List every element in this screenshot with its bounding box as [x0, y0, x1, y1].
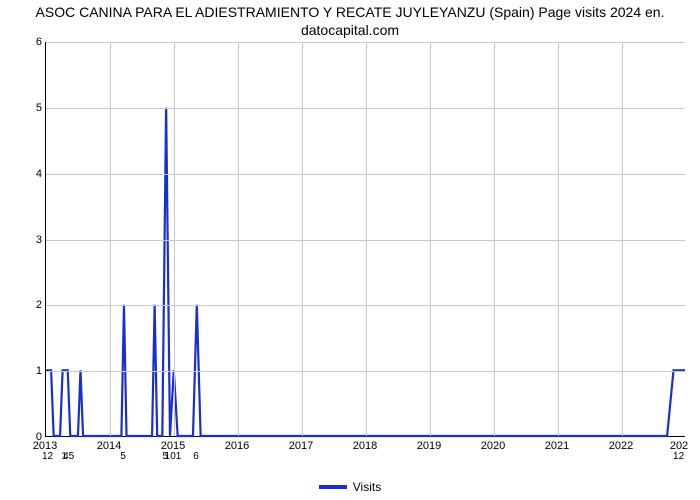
gridline-v: [174, 42, 175, 436]
gridline-v: [302, 42, 303, 436]
xtick-label: 2018: [353, 440, 377, 452]
xtick-label: 2022: [609, 440, 633, 452]
gridline-v: [622, 42, 623, 436]
ytick-label: 4: [12, 168, 42, 180]
legend-label: Visits: [353, 480, 381, 494]
gridline-v: [430, 42, 431, 436]
data-label: 6: [193, 451, 199, 462]
data-label: 5: [120, 451, 126, 462]
chart-title: ASOC CANINA PARA EL ADIESTRAMIENTO Y REC…: [0, 4, 700, 39]
ytick-label: 6: [12, 36, 42, 48]
data-label: 12: [42, 451, 53, 462]
xtick-label: 2019: [417, 440, 441, 452]
xtick-label: 2016: [225, 440, 249, 452]
ytick-label: 2: [12, 299, 42, 311]
data-label: 101: [165, 451, 182, 462]
gridline-v: [558, 42, 559, 436]
gridline-v: [366, 42, 367, 436]
gridline-v: [494, 42, 495, 436]
title-line1: ASOC CANINA PARA EL ADIESTRAMIENTO Y REC…: [36, 4, 665, 20]
xtick-label: 2021: [545, 440, 569, 452]
xtick-label: 2017: [289, 440, 313, 452]
data-label: 45: [63, 451, 74, 462]
ytick-label: 5: [12, 102, 42, 114]
xtick-label: 2020: [481, 440, 505, 452]
data-label: 12: [673, 451, 684, 462]
title-line2: datocapital.com: [301, 22, 399, 38]
ytick-label: 1: [12, 365, 42, 377]
chart-root: ASOC CANINA PARA EL ADIESTRAMIENTO Y REC…: [0, 0, 700, 500]
gridline-v: [110, 42, 111, 436]
ytick-label: 3: [12, 234, 42, 246]
gridline-v: [238, 42, 239, 436]
legend-swatch: [319, 485, 347, 489]
plot-area: [45, 42, 685, 437]
xtick-label: 2014: [97, 440, 121, 452]
legend: Visits: [0, 479, 700, 494]
